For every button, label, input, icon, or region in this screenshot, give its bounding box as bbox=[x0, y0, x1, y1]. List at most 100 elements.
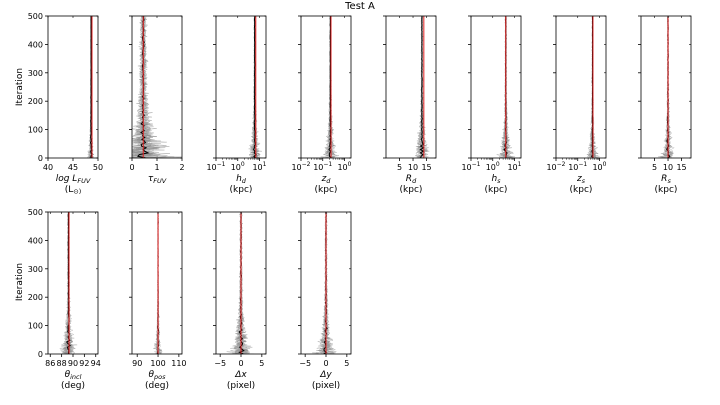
x-tick-label: 5 bbox=[397, 163, 402, 172]
x-tick-exponent: −1 bbox=[578, 161, 587, 168]
x-tick-label: 90 bbox=[132, 359, 142, 368]
x-tick-label: 10 bbox=[663, 163, 673, 172]
axes-frame bbox=[385, 15, 437, 159]
x-axis-label-subscript: pos bbox=[153, 373, 166, 381]
x-tick-label: 100 bbox=[486, 161, 500, 172]
panel-h_s: 10−1 100 101 hs(kpc) bbox=[461, 15, 522, 195]
y-tick-label: 500 bbox=[28, 12, 43, 21]
x-axis-unit: (kpc) bbox=[230, 185, 253, 195]
x-axis-label: zs bbox=[576, 174, 586, 185]
x-tick-label: 10−1 bbox=[313, 161, 332, 172]
x-axis-label-subscript: d bbox=[326, 177, 331, 185]
x-tick-label: 90 bbox=[68, 359, 78, 368]
x-axis-label: hs bbox=[491, 174, 501, 185]
x-tick-label: 5 bbox=[344, 359, 349, 368]
y-tick-label: 200 bbox=[28, 293, 43, 302]
x-axis-label: θincl bbox=[65, 370, 82, 381]
x-tick-exponent: 1 bbox=[518, 161, 522, 168]
x-tick-exponent: −1 bbox=[217, 161, 226, 168]
x-axis-unit: (deg) bbox=[61, 381, 85, 391]
x-tick-label: 86 bbox=[45, 359, 55, 368]
median-trace bbox=[419, 16, 425, 158]
x-tick-label: 10−1 bbox=[206, 161, 225, 172]
median-trace bbox=[89, 16, 93, 158]
median-trace bbox=[66, 212, 71, 354]
y-tick-label: 300 bbox=[28, 265, 43, 274]
x-tick-label: 10−1 bbox=[568, 161, 587, 172]
plot-area bbox=[658, 16, 675, 158]
axes-frame bbox=[47, 211, 99, 355]
panel-z_d: 10−2 10−1 100 zd(kpc) bbox=[291, 15, 352, 195]
axes-frame bbox=[215, 15, 267, 159]
x-axis-label: log LFUV bbox=[56, 174, 91, 185]
x-axis-label-subscript: d bbox=[412, 177, 417, 185]
x-tick-label: 10−2 bbox=[546, 161, 565, 172]
x-axis-label-subscript: incl bbox=[70, 373, 81, 381]
x-tick-label: 10−2 bbox=[291, 161, 310, 172]
x-tick-exponent: 0 bbox=[241, 161, 245, 168]
panel-theta_pos: 90 100 110 θpos(deg) bbox=[129, 211, 187, 391]
x-tick-exponent: 0 bbox=[348, 161, 352, 168]
axes-frame bbox=[640, 15, 692, 159]
x-axis-unit: (kpc) bbox=[485, 185, 508, 195]
axes-frame bbox=[555, 15, 607, 159]
axes-frame bbox=[470, 15, 522, 159]
plot-area bbox=[59, 212, 78, 354]
x-axis-label-subscript: s bbox=[582, 177, 586, 185]
plot-area bbox=[153, 212, 164, 354]
y-tick-label: 0 bbox=[38, 154, 43, 163]
x-tick-exponent: 1 bbox=[263, 161, 267, 168]
x-axis-label-subscript: FUV bbox=[77, 177, 90, 185]
x-tick-label: 94 bbox=[91, 359, 101, 368]
y-axis-label-row1: Iteration bbox=[15, 68, 25, 106]
y-tick-label: 400 bbox=[28, 236, 43, 245]
x-tick-label: 15 bbox=[421, 163, 431, 172]
x-tick-label: 45 bbox=[68, 163, 78, 172]
x-axis-label: Δy bbox=[319, 370, 332, 380]
figure-title: Test A bbox=[344, 1, 375, 12]
x-axis-unit: (kpc) bbox=[400, 185, 423, 195]
panel-R_s: 5 10 15 Rs(kpc) bbox=[638, 15, 692, 195]
x-axis-label: Rd bbox=[406, 174, 417, 185]
x-tick-exponent: 0 bbox=[496, 161, 500, 168]
x-tick-label: 2 bbox=[179, 163, 184, 172]
panel-theta_incl: 0 100 200 300 400 500 86 88 90 92 94 θincl(deg) bbox=[28, 208, 101, 391]
x-axis-label: θpos bbox=[148, 370, 166, 381]
walker-trace bbox=[132, 16, 166, 158]
x-tick-label: 101 bbox=[252, 161, 266, 172]
x-axis-unit: (L⊙) bbox=[65, 185, 82, 196]
x-tick-label: 40 bbox=[43, 163, 53, 172]
plot-area bbox=[132, 16, 182, 158]
panel-R_d: 5 10 15 Rd(kpc) bbox=[383, 15, 437, 195]
x-tick-label: 0 bbox=[129, 163, 134, 172]
median-trace bbox=[252, 16, 257, 158]
x-axis-unit: (kpc) bbox=[570, 185, 593, 195]
plot-area bbox=[86, 16, 95, 158]
plot-area bbox=[312, 212, 337, 354]
y-axis-label-row2: Iteration bbox=[15, 263, 25, 301]
x-tick-exponent: 0 bbox=[603, 161, 607, 168]
walker-trace bbox=[61, 212, 74, 354]
x-tick-label: 0 bbox=[238, 359, 243, 368]
x-axis-label: τFUV bbox=[148, 174, 167, 185]
x-tick-label: 92 bbox=[79, 359, 89, 368]
panel-dy: −5 0 5 Δy(pixel) bbox=[298, 211, 352, 391]
panel-z_s: 10−2 10−1 100 zs(kpc) bbox=[546, 15, 607, 195]
x-tick-label: 100 bbox=[231, 161, 245, 172]
y-tick-label: 200 bbox=[28, 97, 43, 106]
x-tick-label: −5 bbox=[299, 359, 311, 368]
x-tick-exponent: −2 bbox=[557, 161, 566, 168]
x-tick-label: 10−1 bbox=[461, 161, 480, 172]
x-tick-label: 15 bbox=[676, 163, 686, 172]
x-axis-unit: (kpc) bbox=[655, 185, 678, 195]
x-axis-unit: (kpc) bbox=[315, 185, 338, 195]
panel-dx: −5 0 5 Δx(pixel) bbox=[213, 211, 267, 391]
plot-area bbox=[320, 16, 340, 158]
y-tick-label: 500 bbox=[28, 208, 43, 217]
x-axis-unit: (pixel) bbox=[312, 381, 340, 391]
x-tick-label: 101 bbox=[507, 161, 521, 172]
x-axis-label: Δx bbox=[234, 370, 247, 380]
x-tick-label: 1 bbox=[154, 163, 159, 172]
x-tick-label: 10 bbox=[408, 163, 418, 172]
